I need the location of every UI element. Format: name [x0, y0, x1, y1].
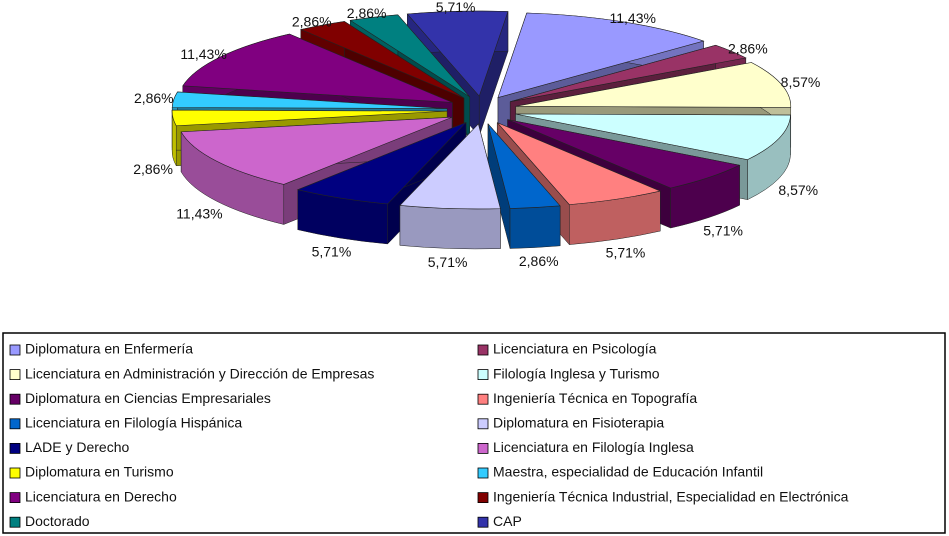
slice [171, 109, 448, 127]
legend-label: Diplomatura en Turismo [25, 464, 174, 480]
data-label: 5,71% [436, 0, 476, 15]
legend-swatch [477, 369, 489, 381]
legend-label: Licenciatura en Derecho [25, 488, 177, 504]
slice [496, 122, 662, 205]
data-label: 5,71% [703, 222, 743, 238]
legend-label: CAP [493, 513, 522, 529]
data-label: 2,86% [728, 40, 768, 56]
legend-label: Doctorado [25, 513, 90, 529]
slice [296, 122, 467, 205]
data-label: 5,71% [428, 254, 468, 270]
data-label: 11,43% [610, 10, 656, 26]
legend-label: Licenciatura en Psicología [493, 341, 657, 357]
slice-side [399, 205, 501, 250]
data-label: 11,43% [176, 205, 222, 221]
data-label: 11,43% [180, 46, 226, 62]
legend-label: Ingeniería Técnica Industrial, Especiali… [493, 488, 849, 504]
legend-label: Maestra, especialidad de Educación Infan… [493, 464, 763, 480]
legend-label: Filología Inglesa y Turismo [493, 365, 660, 381]
data-label: 8,57% [778, 182, 818, 198]
slice [507, 119, 741, 189]
data-label: 2,86% [292, 13, 332, 29]
slice [349, 14, 470, 98]
slice-group [399, 123, 501, 250]
legend-label: Licenciatura en Filología Inglesa [493, 439, 694, 455]
data-label: 2,86% [133, 161, 173, 177]
slice [406, 10, 509, 97]
data-label: 2,86% [519, 253, 559, 269]
slice-group [487, 123, 561, 249]
data-label: 5,71% [312, 243, 352, 259]
slice [399, 123, 501, 210]
legend-swatch [9, 344, 21, 356]
legend-swatch [9, 393, 21, 405]
legend-swatch [9, 492, 21, 504]
slice [497, 12, 705, 98]
legend-label: Diplomatura en Fisioterapia [493, 415, 664, 431]
legend-label: Licenciatura en Filología Hispánica [25, 415, 242, 431]
slice [487, 123, 561, 209]
legend-label: Ingeniería Técnica en Topografía [493, 390, 697, 406]
slice-side [509, 205, 561, 249]
slice [171, 91, 448, 109]
legend-swatch [9, 369, 21, 381]
legend-box [2, 332, 946, 534]
slice [180, 116, 453, 185]
legend-swatch [477, 467, 489, 479]
legend-label: Licenciatura en Administración y Direcci… [25, 365, 374, 381]
legend-swatch [477, 492, 489, 504]
data-label: 2,86% [347, 5, 387, 21]
slice [182, 33, 453, 103]
legend-swatch [477, 442, 489, 454]
legend-label: Diplomatura en Ciencias Empresariales [25, 390, 271, 406]
slice [510, 44, 747, 102]
data-label: 8,57% [781, 74, 821, 90]
data-label: 5,71% [606, 245, 646, 261]
legend-swatch [477, 344, 489, 356]
legend-swatch [9, 516, 21, 528]
data-label: 2,86% [134, 90, 174, 106]
legend-label: Diplomatura en Enfermería [25, 341, 193, 357]
legend-swatch [477, 393, 489, 405]
legend-swatch [9, 418, 21, 430]
slice [515, 62, 792, 108]
legend-swatch [477, 516, 489, 528]
legend-label: LADE y Derecho [25, 439, 129, 455]
slice [299, 21, 465, 99]
legend-swatch [477, 418, 489, 430]
slice [515, 113, 791, 160]
legend-swatch [9, 467, 21, 479]
legend-swatch [9, 442, 21, 454]
